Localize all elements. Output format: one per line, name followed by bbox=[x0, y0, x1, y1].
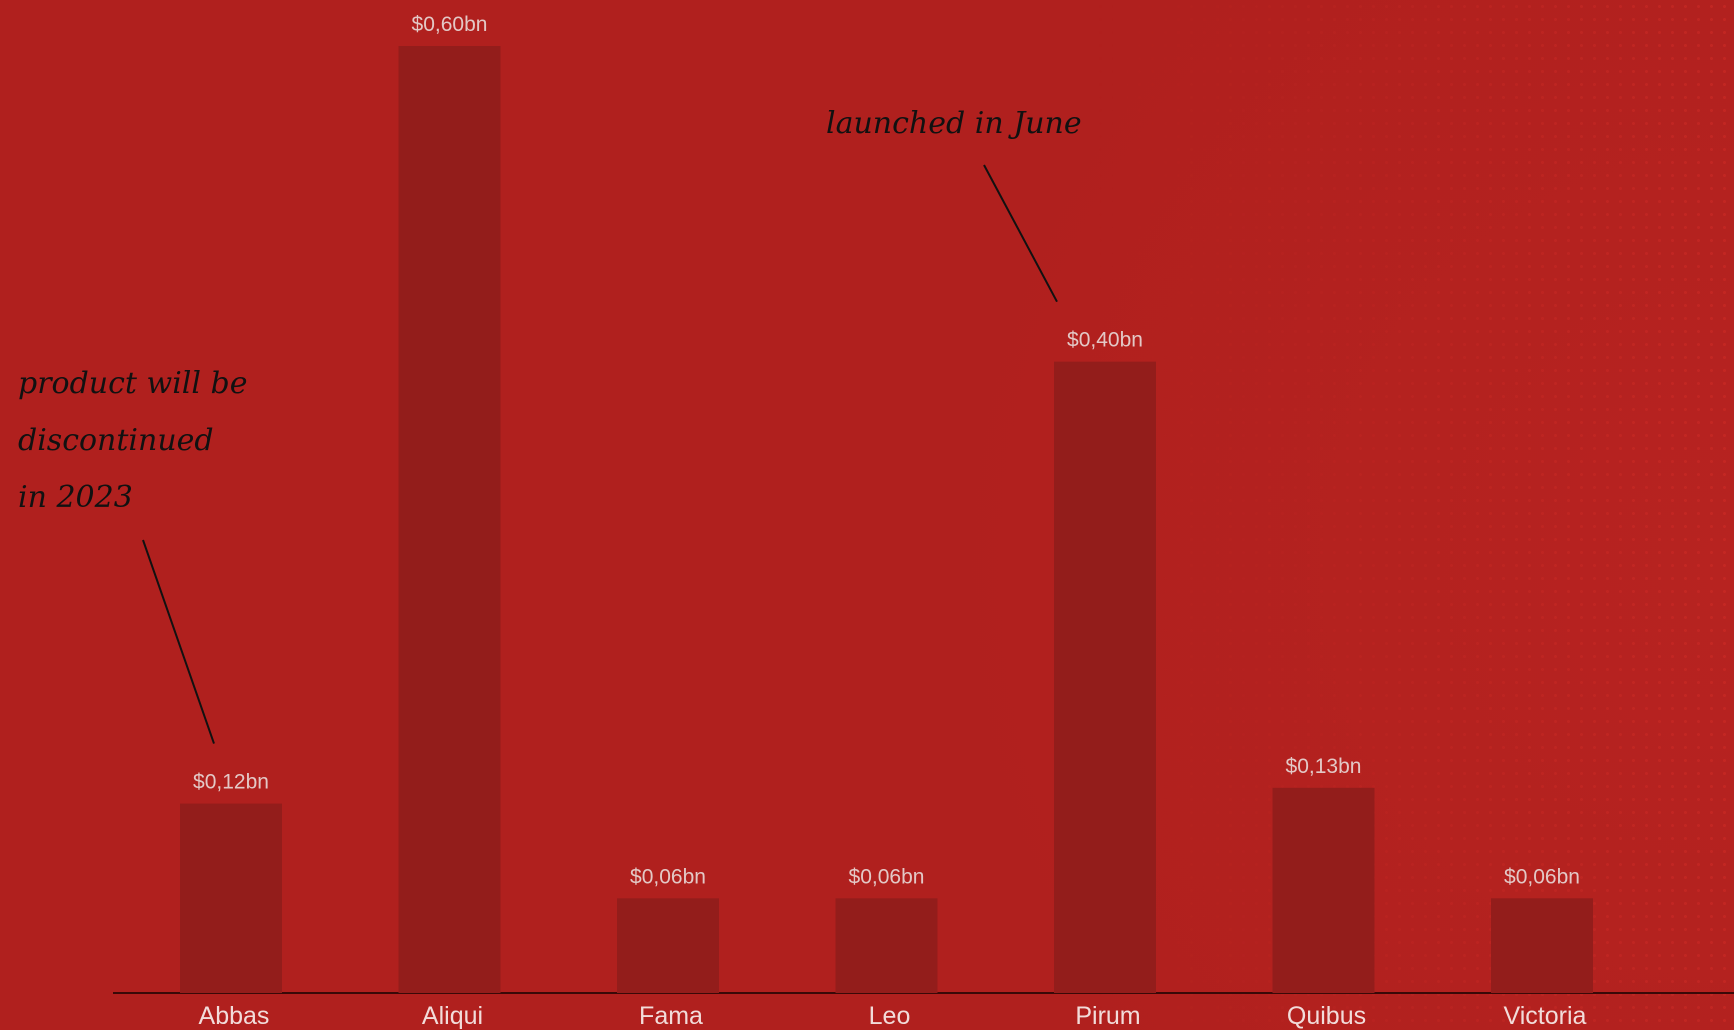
category-label-pirum: Pirum bbox=[1075, 1002, 1140, 1030]
category-label-abbas: Abbas bbox=[199, 1002, 270, 1030]
category-label-fama: Fama bbox=[639, 1002, 703, 1030]
value-label-quibus: $0,13bn bbox=[1286, 755, 1362, 778]
category-label-aliqui: Aliqui bbox=[422, 1002, 483, 1030]
bar-quibus bbox=[1272, 787, 1375, 993]
category-label-quibus: Quibus bbox=[1287, 1002, 1366, 1030]
category-label-victoria: Victoria bbox=[1504, 1002, 1587, 1030]
halftone-texture bbox=[1094, 0, 1734, 1030]
annotation-2-line-1: launched in June bbox=[826, 106, 1082, 141]
value-label-fama: $0,06bn bbox=[630, 865, 706, 888]
value-label-leo: $0,06bn bbox=[849, 865, 925, 888]
bar-victoria bbox=[1491, 898, 1593, 993]
bar-pirum bbox=[1054, 361, 1156, 994]
bar-aliqui bbox=[398, 46, 501, 993]
bar-fama bbox=[617, 898, 719, 993]
category-label-leo: Leo bbox=[869, 1002, 911, 1030]
bar-abbas bbox=[180, 803, 282, 993]
annotation-1-line-2: discontinued bbox=[18, 423, 214, 458]
value-label-pirum: $0,40bn bbox=[1067, 329, 1143, 352]
value-label-victoria: $0,06bn bbox=[1504, 865, 1580, 888]
value-label-abbas: $0,12bn bbox=[193, 771, 269, 794]
bar-leo bbox=[835, 898, 938, 993]
annotation-1-line-1: product will be bbox=[18, 366, 247, 401]
annotation-2-leader bbox=[983, 164, 1058, 303]
annotation-1-line-3: in 2023 bbox=[18, 480, 133, 515]
annotation-1-leader bbox=[142, 539, 215, 744]
value-label-aliqui: $0,60bn bbox=[412, 13, 488, 36]
